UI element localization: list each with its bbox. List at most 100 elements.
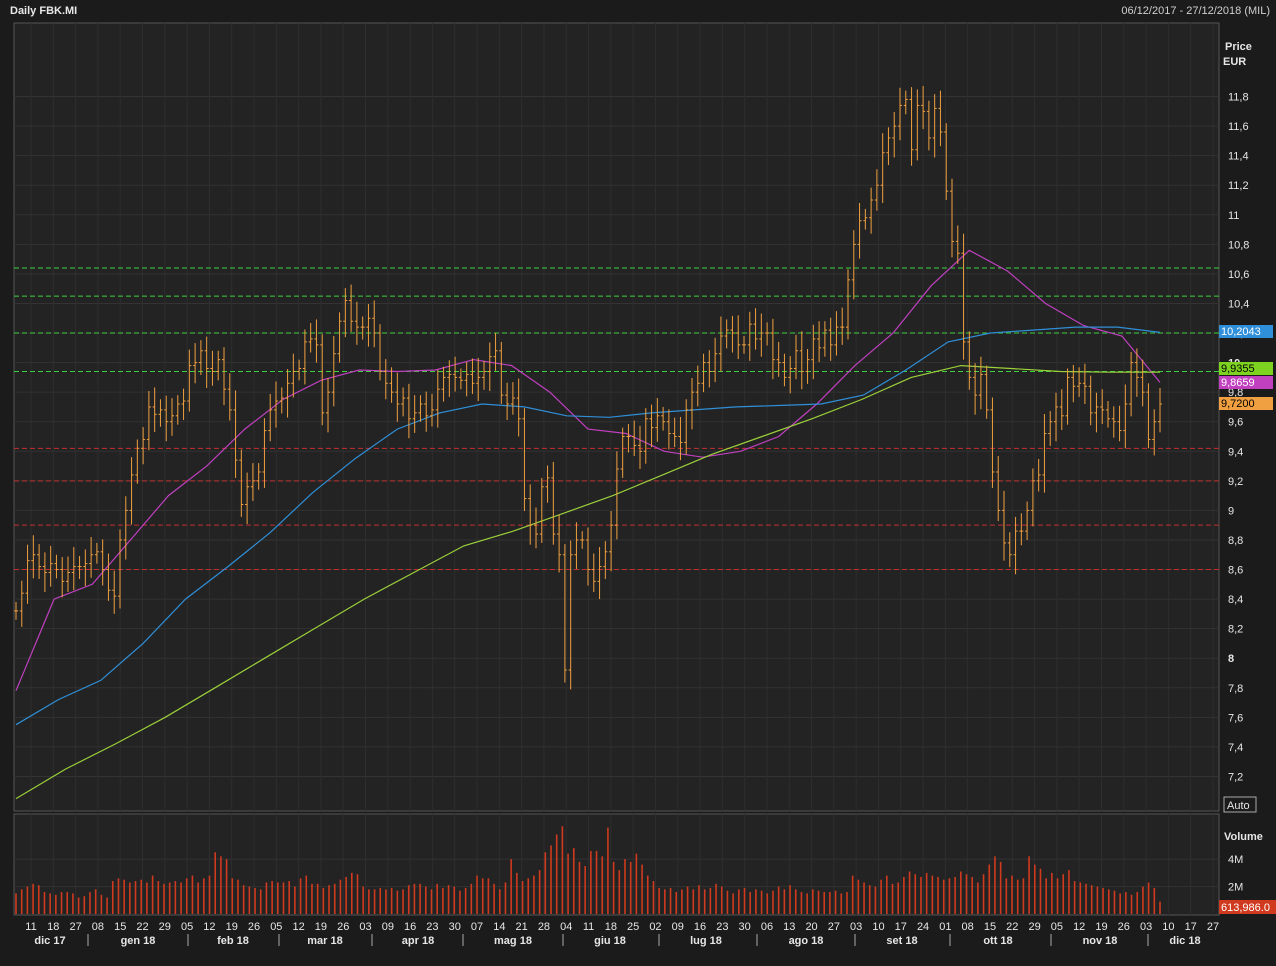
day-tick-label: 27 <box>828 921 840 933</box>
day-tick-label: 11 <box>25 921 36 933</box>
day-tick-label: 12 <box>1073 921 1085 933</box>
price-axis: 7,2 7,4 7,6 7,8 8 8,2 8,4 8,6 8,8 9 9,2 9,4 9,6 9,8 10… <box>1228 92 1249 784</box>
day-tick-label: 30 <box>739 921 751 933</box>
day-tick-label: 18 <box>47 921 59 933</box>
volume-bars <box>15 826 1161 914</box>
day-tick-label: 10 <box>872 921 884 933</box>
day-tick-label: 09 <box>672 921 684 933</box>
price-tick-label: 10,8 <box>1228 239 1249 251</box>
day-tick-label: 08 <box>92 921 104 933</box>
value-tag-label: 10,2043 <box>1221 326 1261 338</box>
price-tick-label: 8,4 <box>1228 594 1243 606</box>
day-tick-label: 03 <box>850 921 862 933</box>
price-tick-label: 11 <box>1228 210 1239 222</box>
month-label: dic 18 <box>1169 935 1200 947</box>
auto-button-label[interactable]: Auto <box>1227 800 1250 812</box>
day-tick-label: 16 <box>404 921 416 933</box>
price-tick-label: 9,2 <box>1228 476 1243 488</box>
day-tick-label: 04 <box>560 921 572 933</box>
day-tick-label: 19 <box>226 921 238 933</box>
price-tick-label: 7,8 <box>1228 683 1243 695</box>
price-tick-label: 7,6 <box>1228 712 1243 724</box>
price-tick-label: 9 <box>1228 505 1234 517</box>
ohlc-series <box>14 85 1162 690</box>
day-tick-label: 22 <box>136 921 148 933</box>
price-tick-label: 8,8 <box>1228 535 1243 547</box>
price-label: Price <box>1225 41 1252 53</box>
day-tick-label: 22 <box>1006 921 1018 933</box>
month-label: mag 18 <box>494 935 532 947</box>
month-label: feb 18 <box>217 935 249 947</box>
month-label: lug 18 <box>690 935 722 947</box>
day-tick-label: 25 <box>627 921 639 933</box>
value-tag <box>1219 325 1273 338</box>
day-tick-label: 15 <box>114 921 126 933</box>
volume-title: Volume <box>1224 831 1263 843</box>
volume-last-value: 613,986.0 <box>1221 902 1270 914</box>
day-tick-label: 24 <box>917 921 929 933</box>
day-tick-label: 03 <box>1140 921 1152 933</box>
price-tick-label: 9,6 <box>1228 417 1243 429</box>
price-tick-label: 8,2 <box>1228 624 1243 636</box>
volume-tick-label: 2M <box>1228 882 1243 894</box>
volume-panel[interactable] <box>13 813 1220 916</box>
volume-axis: 2M 4M <box>1228 854 1243 893</box>
day-tick-label: 23 <box>716 921 728 933</box>
value-tag-label: 9,9355 <box>1221 363 1255 375</box>
day-tick-label: 03 <box>359 921 371 933</box>
auto-button[interactable] <box>1223 796 1257 813</box>
day-tick-label: 30 <box>449 921 461 933</box>
day-tick-label: 23 <box>426 921 438 933</box>
value-tag <box>1219 376 1273 389</box>
day-tick-label: 19 <box>315 921 327 933</box>
month-label: dic 17 <box>34 935 65 947</box>
day-tick-label: 14 <box>493 921 505 933</box>
month-label: ago 18 <box>789 935 824 947</box>
month-label: mar 18 <box>307 935 342 947</box>
day-tick-label: 11 <box>583 921 594 933</box>
day-tick-label: 26 <box>248 921 260 933</box>
volume-tick-label: 4M <box>1228 854 1243 866</box>
day-tick-label: 13 <box>783 921 795 933</box>
day-tick-label: 12 <box>203 921 215 933</box>
day-tick-label: 29 <box>159 921 171 933</box>
price-tick-label: 9,4 <box>1228 446 1243 458</box>
day-tick-label: 26 <box>337 921 349 933</box>
day-tick-label: 19 <box>1095 921 1107 933</box>
day-tick-label: 06 <box>761 921 773 933</box>
value-tags: 10,2043 9,9355 9,8659 9,7200 <box>1219 325 1273 410</box>
day-tick-label: 16 <box>694 921 706 933</box>
day-tick-label: 02 <box>649 921 661 933</box>
day-tick-label: 01 <box>939 921 951 933</box>
price-tick-label: 7,4 <box>1228 742 1243 754</box>
price-tick-label: 9,8 <box>1228 387 1243 399</box>
value-tag-label: 9,8659 <box>1221 377 1255 389</box>
day-tick-label: 05 <box>270 921 282 933</box>
day-tick-label: 18 <box>605 921 617 933</box>
price-tick-label: 11,2 <box>1228 180 1249 192</box>
day-tick-label: 21 <box>516 921 528 933</box>
price-tick-label: 8,6 <box>1228 565 1243 577</box>
month-label: ott 18 <box>983 935 1012 947</box>
day-tick-label: 27 <box>1207 921 1219 933</box>
day-tick-label: 12 <box>292 921 304 933</box>
price-tick-label: 11,4 <box>1228 151 1249 163</box>
day-tick-label: 10 <box>1162 921 1174 933</box>
price-tick-label: 7,2 <box>1228 771 1243 783</box>
month-label: apr 18 <box>402 935 434 947</box>
day-tick-label: 05 <box>181 921 193 933</box>
price-tick-label: 8 <box>1228 653 1234 665</box>
day-tick-label: 05 <box>1051 921 1063 933</box>
price-tick-label: 10,4 <box>1228 298 1249 310</box>
moving-average-line <box>15 249 1161 691</box>
volume-last-tag <box>1219 900 1276 914</box>
month-label: giu 18 <box>594 935 626 947</box>
day-tick-label: 17 <box>895 921 907 933</box>
value-tag <box>1219 362 1273 375</box>
day-tick-label: 17 <box>1185 921 1197 933</box>
price-tick-label: 10,6 <box>1228 269 1249 281</box>
day-tick-label: 15 <box>984 921 996 933</box>
chart-title: Daily FBK.MI <box>10 5 78 17</box>
